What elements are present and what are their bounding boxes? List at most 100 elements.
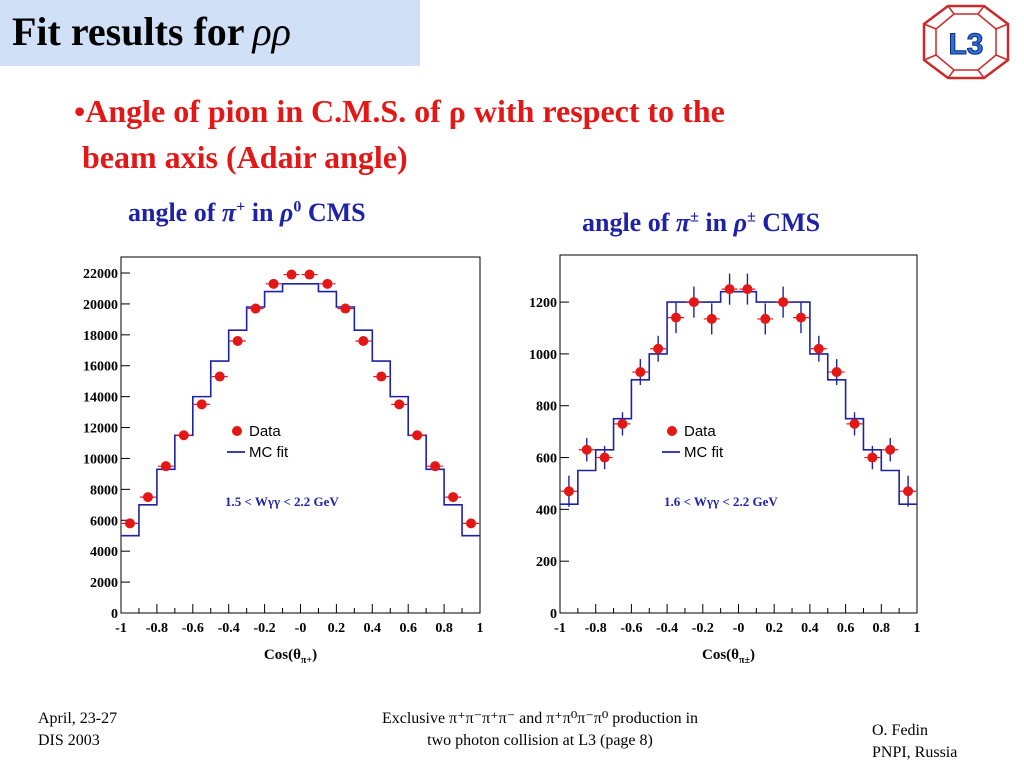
- data-point: [885, 444, 896, 455]
- data-point: [653, 343, 664, 354]
- y-tick-label: 2000: [90, 576, 118, 591]
- y-tick-label: 800: [536, 400, 557, 415]
- data-point: [376, 371, 387, 382]
- legend-data-label: Data: [684, 423, 716, 440]
- caption-left-suffix: CMS: [301, 198, 366, 227]
- caption-left-pion-charge: +: [236, 198, 246, 216]
- data-point: [831, 367, 842, 378]
- slide-title-text: Fit results for: [12, 9, 245, 54]
- y-tick-label: 0: [550, 607, 557, 622]
- data-point: [124, 518, 135, 529]
- bullet-line-2: beam axis (Adair angle): [82, 139, 408, 175]
- x-tick-label: -0.8: [585, 621, 607, 636]
- data-point: [178, 430, 189, 441]
- y-tick-label: 8000: [90, 483, 118, 498]
- data-point: [563, 486, 574, 497]
- slide-title-symbol: ρρ: [252, 9, 291, 54]
- data-point: [268, 278, 279, 289]
- y-tick-label: 12000: [83, 422, 118, 437]
- caption-left-pion: π: [221, 198, 237, 227]
- caption-right: angle of π± in ρ± CMS: [582, 208, 820, 238]
- x-axis-label-end: ): [312, 647, 317, 663]
- footer-author: O. Fedin PNPI, Russia: [872, 720, 957, 764]
- data-point: [448, 492, 459, 503]
- x-tick-label: 1: [914, 621, 921, 636]
- mc-fit-line: [560, 290, 917, 505]
- caption-right-pion: π: [675, 208, 691, 237]
- x-axis-label-sub: π±: [739, 655, 750, 666]
- footer-author-line-2: PNPI, Russia: [872, 744, 958, 761]
- y-tick-label: 4000: [90, 545, 118, 560]
- legend-mc-label: MC fit: [684, 444, 724, 461]
- y-tick-label: 14000: [83, 391, 118, 406]
- data-point: [635, 367, 646, 378]
- data-point: [706, 313, 717, 324]
- x-tick-label: 0.4: [364, 621, 382, 636]
- y-tick-label: 18000: [83, 329, 118, 344]
- footer-title: Exclusive π⁺π⁻π⁺π⁻ and π⁺π⁰π⁻π⁰ producti…: [300, 708, 780, 752]
- legend-data-label: Data: [249, 423, 281, 440]
- x-tick-label: 0.4: [801, 621, 819, 636]
- data-point: [581, 444, 592, 455]
- footer-date: April, 23-27 DIS 2003: [38, 708, 117, 752]
- data-point: [430, 461, 441, 472]
- x-tick-label: -0: [295, 621, 307, 636]
- footer-title-line-1: Exclusive π⁺π⁻π⁺π⁻ and π⁺π⁰π⁻π⁰ producti…: [381, 710, 699, 727]
- x-tick-label: 0.2: [765, 621, 783, 636]
- x-tick-label: 0.6: [399, 621, 417, 636]
- data-point: [340, 303, 351, 314]
- x-axis-label-sub: π+: [301, 655, 312, 666]
- l3-logo: L3: [922, 4, 1010, 80]
- x-tick-label: 0.6: [837, 621, 855, 636]
- data-point: [867, 452, 878, 463]
- y-tick-label: 600: [536, 452, 557, 467]
- y-tick-label: 200: [536, 555, 557, 570]
- footer-title-line-2: two photon collision at L3 (page 8): [427, 732, 653, 749]
- x-axis-label-main: Cos(θ: [702, 647, 739, 663]
- x-tick-label: 0.8: [435, 621, 453, 636]
- data-point: [250, 303, 261, 314]
- bullet-line-1: •Angle of pion in C.M.S. of ρ with respe…: [74, 93, 725, 129]
- data-point: [160, 461, 171, 472]
- caption-right-pion-charge: ±: [690, 208, 699, 226]
- slide-title: Fit results for ρρ: [12, 8, 291, 55]
- data-point: [742, 284, 753, 295]
- x-tick-label: 0.8: [873, 621, 891, 636]
- bullet-text: •Angle of pion in C.M.S. of ρ with respe…: [74, 88, 974, 180]
- y-tick-label: 1200: [529, 296, 557, 311]
- data-point: [617, 418, 628, 429]
- x-tick-label: -0: [733, 621, 745, 636]
- caption-left: angle of π+ in ρ0 CMS: [128, 198, 366, 228]
- data-point: [795, 312, 806, 323]
- data-point: [232, 336, 243, 346]
- data-point: [142, 492, 153, 503]
- x-tick-label: -0.2: [692, 621, 714, 636]
- y-tick-label: 20000: [83, 298, 118, 313]
- range-annotation: 1.5 < Wγγ < 2.2 GeV: [225, 494, 339, 509]
- logo-text: L3: [948, 28, 983, 61]
- data-point: [724, 284, 735, 295]
- caption-right-mid: in: [698, 208, 734, 237]
- y-tick-label: 10000: [83, 452, 118, 467]
- x-tick-label: -0.2: [254, 621, 276, 636]
- caption-right-rho: ρ: [733, 208, 747, 237]
- data-point: [849, 418, 860, 429]
- x-axis-label-main: Cos(θ: [264, 647, 301, 663]
- x-tick-label: -0.8: [146, 621, 168, 636]
- data-point: [304, 269, 315, 280]
- caption-right-prefix: angle of: [582, 208, 676, 237]
- data-point: [466, 518, 477, 529]
- y-tick-label: 6000: [90, 514, 118, 529]
- data-point: [358, 336, 369, 346]
- x-axis-label: Cos(θπ+): [264, 647, 317, 666]
- x-axis-label-end: ): [750, 647, 755, 663]
- y-tick-label: 1000: [529, 348, 557, 363]
- data-point: [903, 486, 914, 497]
- range-annotation: 1.6 < Wγγ < 2.2 GeV: [664, 494, 778, 509]
- footer-date-line-2: DIS 2003: [38, 732, 100, 749]
- data-point: [671, 312, 682, 323]
- caption-left-mid: in: [245, 198, 280, 227]
- footer-author-line-1: O. Fedin: [872, 722, 928, 739]
- caption-left-prefix: angle of: [128, 198, 222, 227]
